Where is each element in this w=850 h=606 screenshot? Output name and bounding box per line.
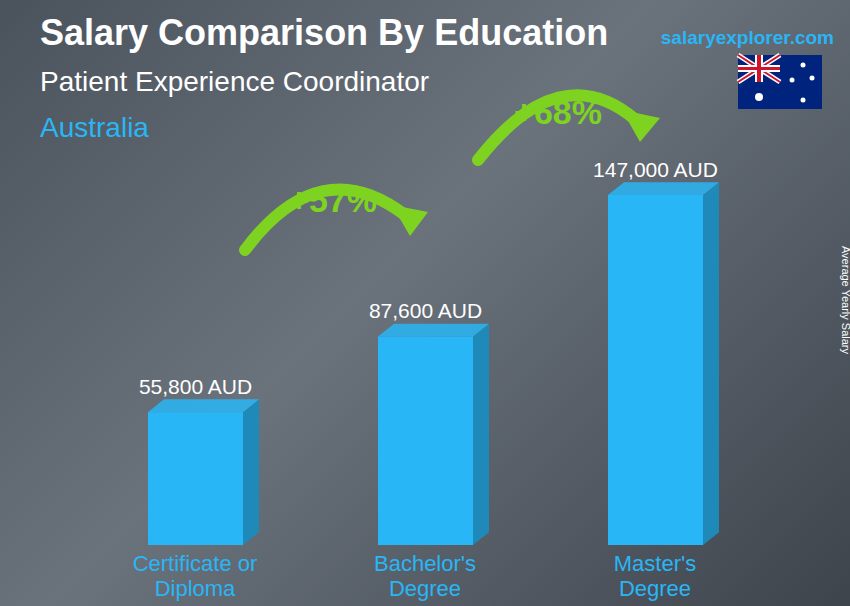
svg-text:Salary Comparison By Education: Salary Comparison By Education — [40, 12, 608, 53]
svg-text:Degree: Degree — [389, 576, 461, 601]
svg-text:salaryexplorer.com: salaryexplorer.com — [661, 27, 834, 48]
svg-text:Degree: Degree — [619, 576, 691, 601]
svg-text:147,000 AUD: 147,000 AUD — [593, 158, 718, 181]
svg-text:Australia: Australia — [40, 112, 149, 143]
svg-text:+57%: +57% — [289, 181, 377, 219]
svg-text:Diploma: Diploma — [155, 576, 236, 601]
svg-text:Master's: Master's — [614, 551, 696, 576]
svg-text:Patient Experience Coordinator: Patient Experience Coordinator — [40, 66, 429, 97]
svg-text:Average Yearly Salary: Average Yearly Salary — [840, 246, 842, 355]
svg-text:55,800 AUD: 55,800 AUD — [139, 375, 252, 398]
svg-text:Certificate or: Certificate or — [133, 551, 258, 576]
svg-text:+68%: +68% — [514, 93, 602, 131]
svg-text:Bachelor's: Bachelor's — [374, 551, 476, 576]
svg-text:87,600 AUD: 87,600 AUD — [369, 299, 482, 322]
